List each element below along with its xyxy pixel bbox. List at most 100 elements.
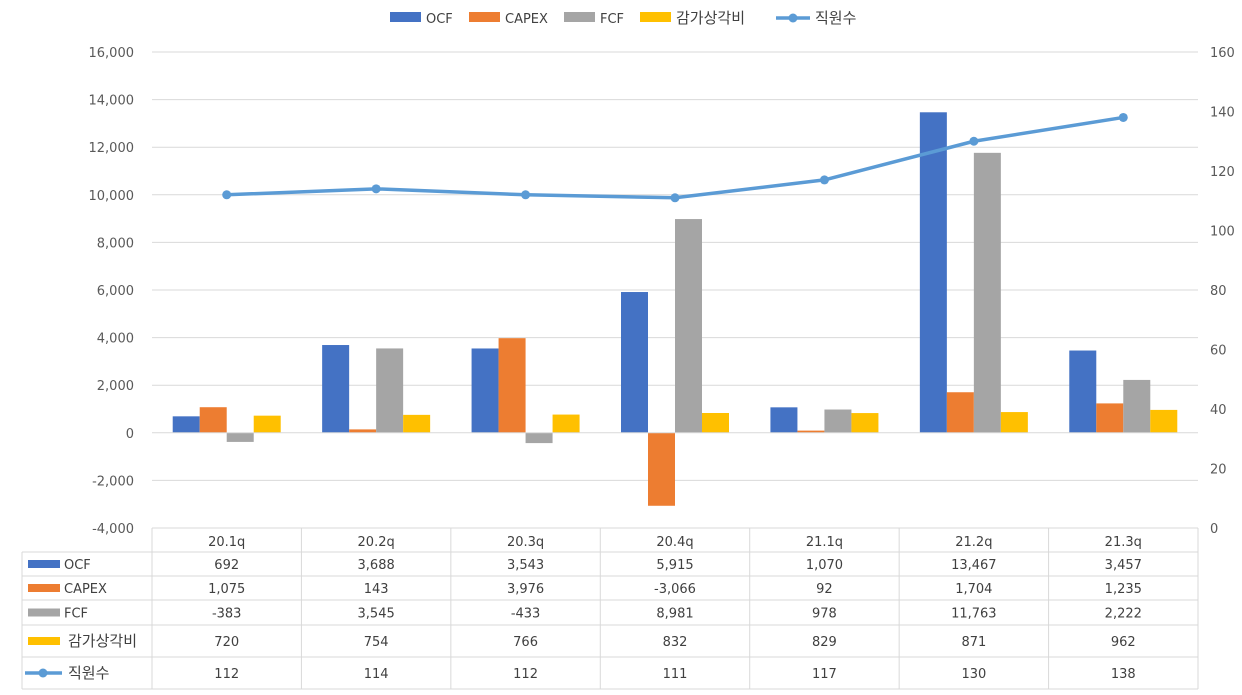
table-header-cell: 21.1q	[806, 535, 843, 550]
table-cell: 138	[1111, 667, 1136, 682]
bar-depreciation	[702, 412, 729, 433]
bar-ocf	[770, 407, 798, 433]
left-axis-ticks: -4,000 -2,000 0 2,000 4,000 6,000 8,000 10,000 1…	[89, 46, 135, 537]
table-row-label: 감가상각비	[68, 632, 137, 650]
bar-ocf	[471, 348, 499, 433]
table-cell: 1,235	[1105, 582, 1142, 597]
bar-depreciation	[851, 413, 879, 433]
bar-fcf	[226, 432, 254, 442]
table-row-label: OCF	[64, 558, 91, 573]
table-cell: 143	[364, 582, 389, 597]
bar-fcf	[1123, 379, 1151, 433]
table-header-cell: 20.1q	[208, 535, 245, 550]
bar-capex	[1096, 403, 1124, 433]
line-point	[819, 175, 829, 185]
bar-ocf	[172, 416, 200, 433]
table-cell: 2,222	[1105, 607, 1142, 622]
line-point	[371, 184, 381, 194]
table-cell: 720	[214, 635, 239, 650]
table-key-capex	[28, 584, 60, 592]
legend-swatch-marker	[788, 13, 798, 23]
table-key-depreciation	[28, 637, 60, 645]
bar-depreciation	[1000, 412, 1028, 433]
left-tick-label: 6,000	[97, 284, 134, 299]
left-tick-label: 12,000	[89, 141, 135, 156]
legend-label: OCF	[426, 12, 453, 27]
right-tick-label: 20	[1210, 463, 1227, 478]
table-cell: 3,457	[1105, 558, 1142, 573]
legend-swatch-capex	[469, 12, 500, 22]
table-cell: 3,976	[507, 582, 544, 597]
bar-ocf	[621, 292, 648, 433]
legend-label: FCF	[600, 12, 624, 27]
left-tick-label: -4,000	[92, 522, 134, 537]
table-header-cell: 20.3q	[507, 535, 544, 550]
table-header-cell: 20.2q	[358, 535, 395, 550]
table-cell: 112	[214, 667, 239, 682]
table-row-label: CAPEX	[64, 582, 107, 597]
table-row-label: 직원수	[68, 664, 109, 682]
table-row-label: FCF	[64, 607, 88, 622]
table-cell: 130	[961, 667, 986, 682]
table-cell: 766	[513, 635, 538, 650]
bar-depreciation	[253, 415, 281, 433]
bar-fcf	[525, 432, 553, 444]
table-cell: 832	[663, 635, 688, 650]
data-table: 20.1q 20.2q 20.3q 20.4q 21.1q 21.2q 21.3q OCF 69…	[21, 527, 1199, 690]
table-cell: 829	[812, 635, 837, 650]
bar-depreciation	[552, 414, 580, 433]
table-header-cell: 21.3q	[1105, 535, 1142, 550]
right-axis-ticks: 0 20 40 60 80 100 120 140 160	[1210, 46, 1235, 537]
table-cell: 3,545	[358, 607, 395, 622]
table-key-ocf	[28, 560, 60, 568]
legend-label: 감가상각비	[676, 9, 745, 27]
bar-depreciation	[1150, 409, 1178, 433]
table-cell: 92	[816, 582, 833, 597]
bar-ocf	[919, 112, 947, 433]
table-cell: -383	[212, 607, 242, 622]
left-tick-label: 16,000	[89, 46, 135, 61]
line-series	[222, 112, 1128, 203]
line-point	[222, 190, 232, 200]
line-point	[670, 193, 680, 203]
right-tick-label: 160	[1210, 46, 1235, 61]
left-tick-label: 14,000	[89, 94, 135, 109]
bar-fcf	[973, 152, 1001, 433]
bar-capex	[946, 392, 974, 433]
left-tick-label: -2,000	[92, 474, 134, 489]
bar-fcf	[675, 219, 702, 433]
right-tick-label: 120	[1210, 165, 1235, 180]
table-header-cell: 20.4q	[656, 535, 693, 550]
table-cell: 978	[812, 607, 837, 622]
line-point	[521, 190, 531, 200]
table-cell: 5,915	[656, 558, 693, 573]
bar-fcf	[824, 409, 852, 433]
legend-label: 직원수	[815, 9, 856, 27]
table-key-fcf	[28, 608, 60, 617]
table-cell: 111	[663, 667, 688, 682]
table-header-cell: 21.2q	[955, 535, 992, 550]
table-cell: 1,075	[208, 582, 245, 597]
table-cell: 117	[812, 667, 837, 682]
legend-swatch-depreciation	[640, 12, 671, 22]
left-tick-label: 10,000	[89, 189, 135, 204]
table-cell: 13,467	[951, 558, 997, 573]
bar-capex	[199, 407, 227, 433]
left-tick-label: 4,000	[97, 332, 134, 347]
bar-fcf	[376, 348, 404, 433]
legend: OCF CAPEX FCF 감가상각비 직원수	[390, 9, 856, 27]
table-cell: 871	[961, 635, 986, 650]
table-cell: 1,704	[955, 582, 992, 597]
table-cell: -3,066	[654, 582, 696, 597]
bar-capex	[498, 338, 526, 433]
table-cell: 754	[364, 635, 389, 650]
table-cell: 11,763	[951, 607, 997, 622]
bar-capex	[648, 432, 675, 506]
left-tick-label: 0	[126, 427, 134, 442]
right-tick-label: 40	[1210, 403, 1227, 418]
right-tick-label: 140	[1210, 106, 1235, 121]
left-tick-label: 8,000	[97, 236, 134, 251]
table-cell: 112	[513, 667, 538, 682]
table-cell: 114	[364, 667, 389, 682]
bar-capex	[349, 429, 377, 433]
